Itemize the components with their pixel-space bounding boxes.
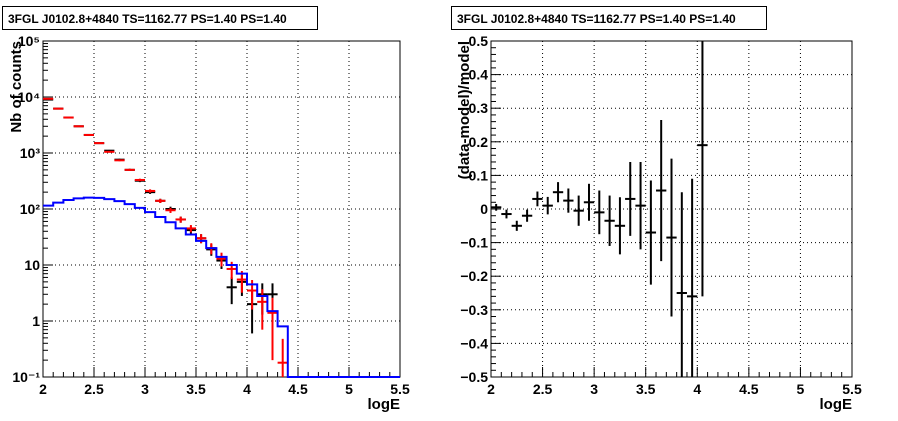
y-tick-label: −0.5	[460, 369, 488, 385]
y-tick-label: −0.1	[460, 235, 488, 251]
data-point	[175, 216, 186, 223]
data-point	[542, 196, 553, 215]
data-point	[83, 133, 94, 136]
x-tick-label: 3	[590, 381, 598, 397]
y-tick-label: 0.4	[469, 67, 489, 83]
x-tick-label: 3.5	[636, 381, 656, 397]
data-point	[196, 234, 207, 244]
y-tick-label: 0	[480, 201, 488, 217]
data-point	[73, 125, 84, 128]
data-point	[594, 190, 605, 235]
x-tick-label: 4.5	[739, 381, 759, 397]
data-point	[216, 252, 227, 267]
data-point	[635, 161, 646, 250]
data-point	[165, 207, 176, 213]
x-axis-label: logE	[820, 396, 853, 413]
y-tick-label: 10⁻¹	[12, 369, 40, 385]
data-point	[94, 142, 105, 145]
y-tick-label: −0.4	[460, 335, 488, 351]
x-tick-label: 3	[141, 381, 149, 397]
model-step-line	[43, 196, 400, 378]
series-1-0	[491, 41, 708, 377]
data-point	[697, 41, 708, 297]
data-point	[277, 338, 288, 377]
x-tick-label: 5.5	[842, 381, 862, 397]
x-tick-label: 5	[345, 381, 353, 397]
y-tick-label: 10⁴	[18, 89, 41, 105]
y-tick-label: 1	[32, 313, 40, 329]
chart-title-left: 3FGL J0102.8+4840 TS=1162.77 PS=1.40 PS=…	[2, 6, 318, 30]
x-tick-label: 4.5	[288, 381, 308, 397]
data-point	[604, 195, 615, 246]
series-0-1	[43, 97, 288, 377]
data-point	[491, 203, 502, 211]
x-tick-label: 4	[243, 381, 251, 397]
x-tick-label: 3.5	[186, 381, 206, 397]
data-point	[124, 168, 135, 171]
data-point	[114, 159, 125, 162]
data-point	[532, 191, 543, 207]
data-point	[583, 183, 595, 221]
y-tick-label: −0.2	[460, 268, 488, 284]
x-axis-label: logE	[368, 396, 401, 413]
y-axis-label: (data-model)/model	[456, 41, 473, 179]
data-point	[686, 178, 698, 377]
data-point	[573, 195, 584, 226]
x-tick-label: 2.5	[84, 381, 104, 397]
y-tick-label: 0.2	[469, 134, 489, 150]
x-tick-label: 2	[487, 381, 495, 397]
data-point	[676, 192, 687, 377]
data-point	[134, 178, 145, 182]
data-point	[53, 107, 64, 110]
data-point	[185, 225, 196, 233]
x-tick-label: 2	[39, 381, 47, 397]
data-point	[43, 97, 54, 100]
x-tick-label: 5	[797, 381, 805, 397]
y-tick-label: 0.1	[469, 167, 489, 183]
data-point	[226, 277, 237, 305]
y-tick-label: 0.3	[469, 100, 489, 116]
data-point	[104, 150, 115, 153]
data-point	[63, 116, 74, 119]
y-tick-label: 0.5	[469, 33, 489, 49]
x-tick-label: 5.5	[390, 381, 410, 397]
grid-0	[43, 41, 400, 377]
plot-frame-0	[42, 40, 401, 378]
y-tick-label: 10²	[20, 201, 41, 217]
data-point	[511, 220, 522, 231]
chart-title-right: 3FGL J0102.8+4840 TS=1162.77 PS=1.40 PS=…	[451, 6, 767, 30]
data-point	[614, 197, 626, 255]
series-0-2	[43, 196, 400, 378]
x-tick-label: 4	[693, 381, 701, 397]
x-tick-label: 2.5	[533, 381, 553, 397]
data-point	[501, 209, 512, 219]
data-point	[645, 180, 657, 285]
data-point	[145, 189, 156, 193]
y-axis-label: Nb of counts	[8, 41, 25, 133]
data-point	[155, 198, 166, 203]
y-tick-label: 10	[24, 257, 40, 273]
data-point	[656, 119, 667, 262]
data-point	[666, 158, 677, 317]
data-point	[625, 161, 636, 236]
data-point	[267, 297, 278, 361]
y-tick-label: −0.3	[460, 302, 488, 318]
y-tick-label: 10⁵	[18, 33, 40, 49]
data-point	[552, 182, 564, 203]
y-tick-label: 10³	[20, 145, 41, 161]
data-point	[563, 188, 574, 213]
data-point	[521, 209, 533, 222]
